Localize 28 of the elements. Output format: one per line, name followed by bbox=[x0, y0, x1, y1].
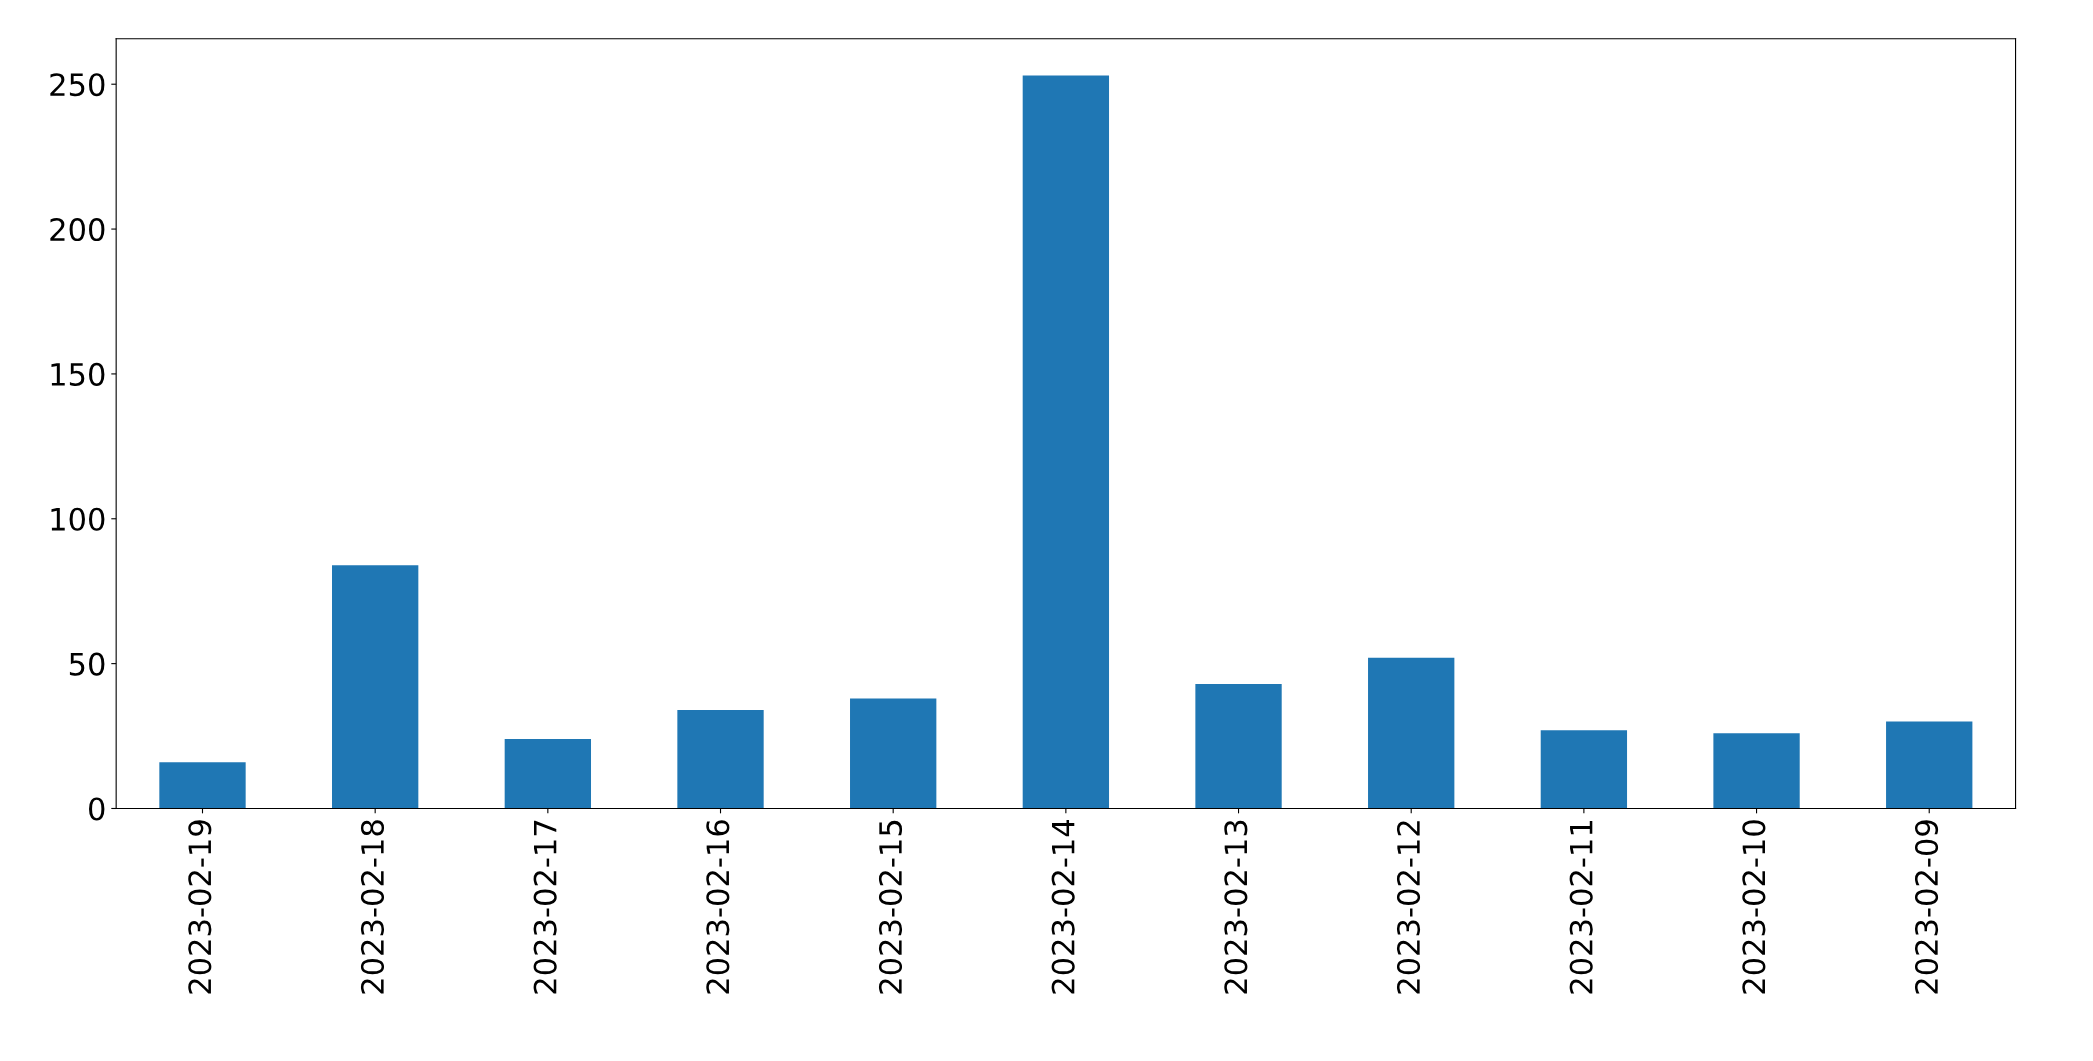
bar bbox=[1195, 683, 1282, 809]
x-tick-label: 2023-02-17 bbox=[533, 820, 557, 994]
y-tick-label: 100 bbox=[51, 507, 105, 531]
bar bbox=[1022, 75, 1110, 809]
y-tick-label: 250 bbox=[50, 73, 105, 97]
x-tick-label: 2023-02-15 bbox=[878, 820, 903, 994]
x-tick-label: 2023-02-16 bbox=[706, 820, 730, 994]
x-tick-label: 2023-02-18 bbox=[360, 820, 385, 994]
y-tick-label: 150 bbox=[51, 362, 105, 386]
y-tick-label: 50 bbox=[69, 652, 105, 676]
x-tick-label: 2023-02-11 bbox=[1569, 821, 1593, 994]
x-tick-label: 2023-02-19 bbox=[188, 820, 212, 994]
bar bbox=[159, 762, 246, 809]
bar bbox=[1886, 721, 1973, 809]
x-tick-label: 2023-02-09 bbox=[1914, 820, 1939, 994]
bar bbox=[504, 738, 592, 809]
bar bbox=[1713, 733, 1800, 809]
bar bbox=[1540, 730, 1628, 809]
bar bbox=[332, 565, 419, 809]
y-tick-label: 0 bbox=[89, 797, 105, 821]
bar bbox=[850, 698, 937, 809]
x-tick-label: 2023-02-10 bbox=[1742, 820, 1766, 994]
x-tick-label: 2023-02-14 bbox=[1051, 819, 1075, 994]
x-tick-label: 2023-02-13 bbox=[1224, 820, 1248, 994]
x-tick-label: 2023-02-12 bbox=[1396, 821, 1421, 994]
bar bbox=[677, 709, 764, 809]
bar bbox=[1368, 657, 1455, 809]
y-tick-label: 200 bbox=[50, 218, 105, 242]
